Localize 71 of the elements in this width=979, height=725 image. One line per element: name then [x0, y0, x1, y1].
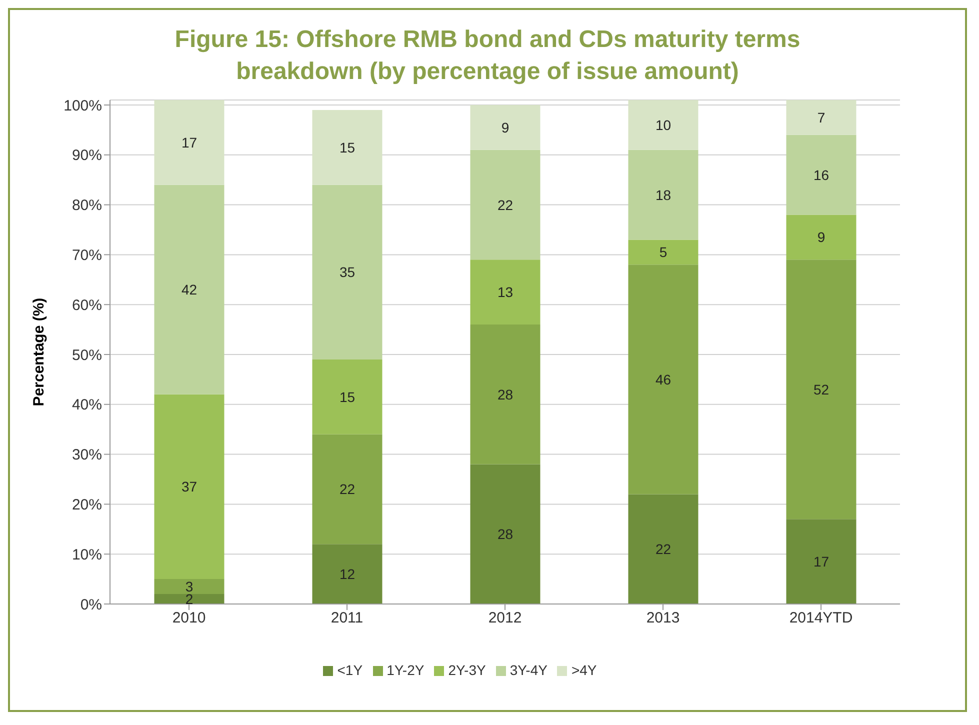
bar [312, 359, 382, 434]
bar [470, 104, 540, 150]
data-label: 28 [497, 526, 514, 542]
bar [470, 324, 540, 464]
data-label: 52 [813, 381, 830, 398]
bar [312, 184, 382, 360]
bar [628, 100, 698, 150]
y-tick-label: 20% [72, 496, 102, 514]
y-tick-label: 50% [72, 346, 102, 364]
data-label: 35 [339, 264, 356, 280]
data-label: 16 [813, 166, 830, 183]
legend-label: >4Y [571, 662, 597, 678]
bar [786, 214, 856, 260]
data-label: 17 [813, 554, 830, 570]
data-label: 22 [497, 196, 514, 213]
legend-label: 1Y-2Y [386, 662, 424, 678]
data-label: 22 [655, 541, 672, 558]
bar [154, 394, 224, 580]
legend-label: 2Y-3Y [448, 662, 486, 678]
x-tick-label: 2012 [488, 610, 522, 627]
bar [628, 494, 698, 604]
x-tick-label: 2013 [646, 610, 680, 627]
bar [154, 579, 224, 594]
y-tick-label: 80% [72, 197, 102, 214]
bar [154, 594, 224, 604]
y-tick-label: 100% [64, 97, 102, 114]
chart-title: Figure 15: Offshore RMB bond and CDs maturity terms breakdown (by percentage of issue amount) [174, 25, 802, 87]
bar [470, 150, 540, 260]
bar [154, 100, 224, 185]
y-tick-label: 60% [72, 296, 102, 314]
bar [786, 134, 856, 215]
bar [154, 184, 224, 394]
bar [628, 150, 698, 240]
bar [312, 434, 382, 544]
bar [786, 519, 856, 604]
bar [470, 464, 540, 604]
legend-label: <1Y [337, 662, 363, 678]
data-label: 22 [339, 481, 356, 498]
y-axis-title: Percentage (%) [30, 298, 48, 406]
y-tick-label: 30% [72, 446, 102, 464]
bar [628, 264, 698, 494]
y-tick-label: 70% [72, 247, 102, 264]
data-label: 18 [655, 186, 672, 203]
y-tick-label: 40% [72, 396, 102, 414]
data-label: 9 [501, 119, 510, 136]
data-label: 15 [339, 388, 356, 405]
data-label: 5 [659, 244, 668, 260]
y-tick-label: 0% [80, 596, 102, 614]
data-label: 28 [497, 386, 514, 402]
data-label: 15 [339, 139, 356, 156]
data-label: 7 [817, 109, 826, 126]
x-tick-label: 2014YTD [789, 610, 853, 627]
bar [786, 100, 856, 135]
data-label: 37 [181, 478, 198, 495]
bar [786, 260, 856, 520]
data-label: 12 [339, 566, 356, 582]
data-label: 9 [817, 229, 826, 246]
bar [312, 544, 382, 604]
bar [312, 110, 382, 185]
x-tick-label: 2011 [330, 610, 364, 627]
data-label: 42 [181, 282, 198, 298]
data-label: 17 [181, 134, 198, 150]
y-tick-label: 10% [72, 546, 102, 564]
y-tick-label: 90% [72, 147, 102, 164]
x-tick-label: 2010 [172, 610, 206, 627]
bar [470, 260, 540, 325]
bar [628, 240, 698, 265]
legend-label: 3Y-4Y [510, 662, 548, 678]
data-label: 13 [497, 284, 514, 300]
data-label: 46 [655, 371, 672, 388]
data-label: 10 [655, 116, 672, 133]
